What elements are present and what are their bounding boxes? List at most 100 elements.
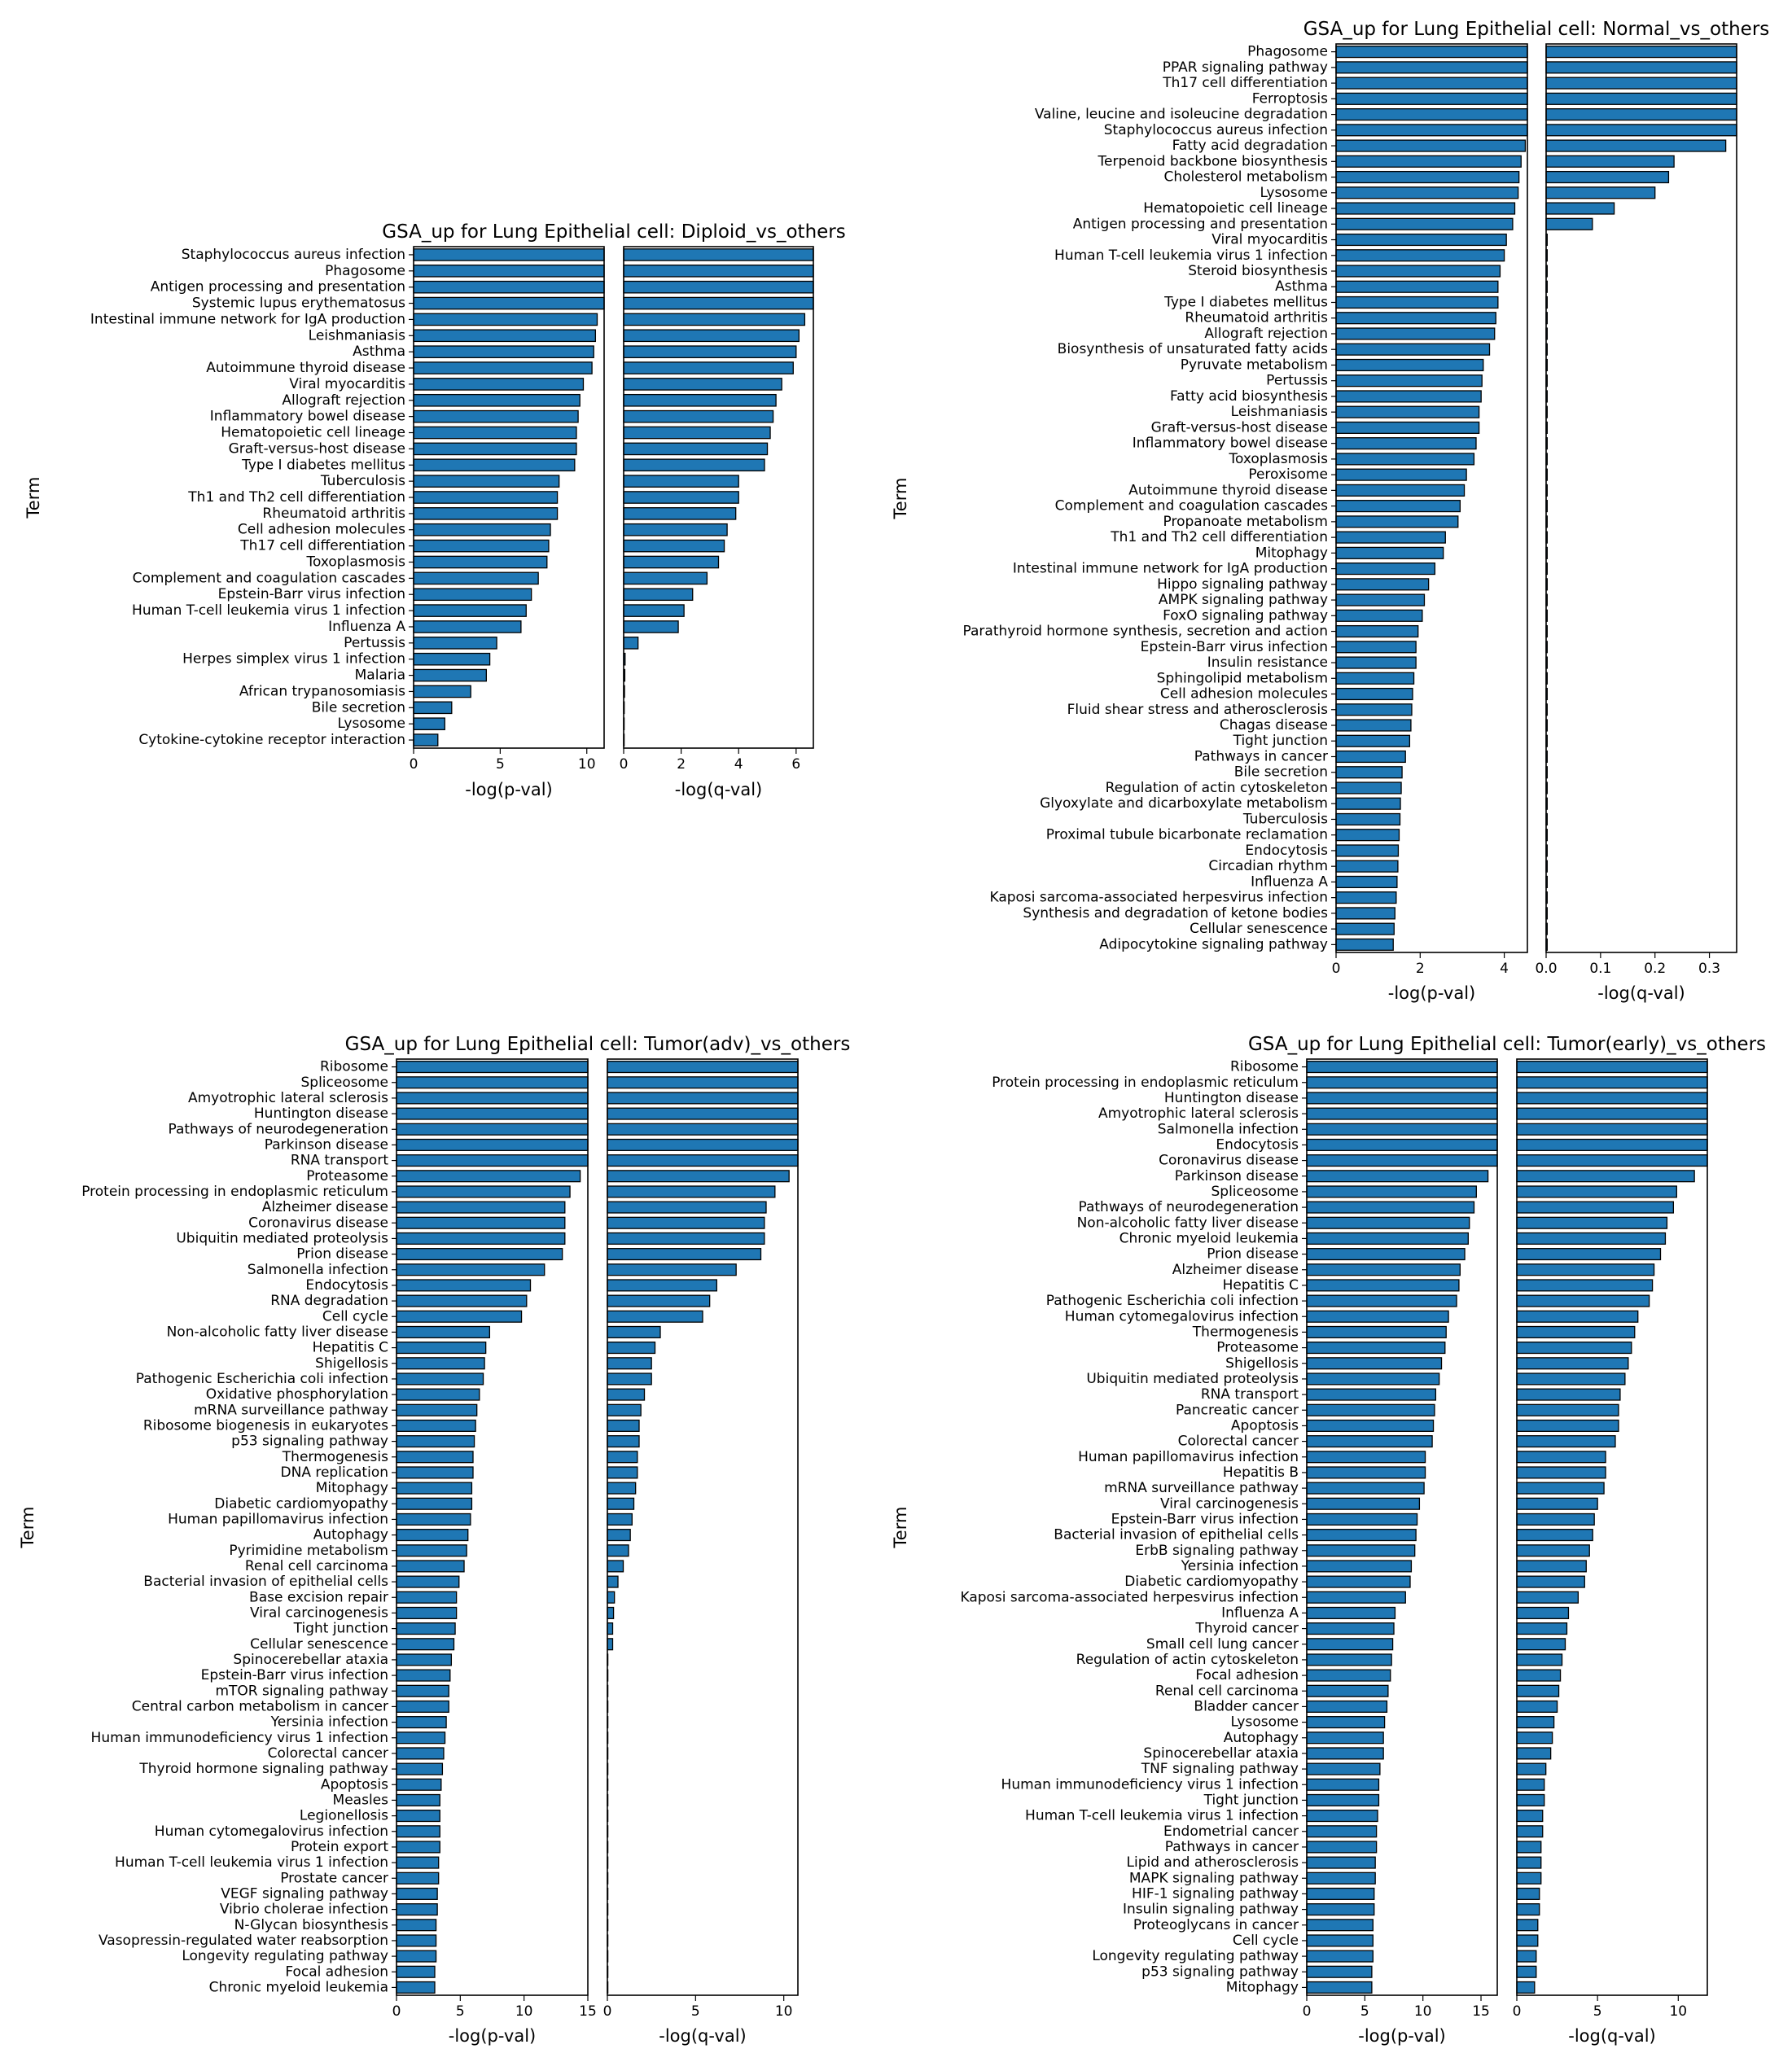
- bar: [1306, 1919, 1374, 1932]
- bar: [396, 1279, 532, 1292]
- bar: [1545, 61, 1737, 74]
- chart-3: GSA_up for Lung Epithelial cell: Tumor(a…: [18, 1034, 850, 2046]
- chart-title: GSA_up for Lung Epithelial cell: Tumor(a…: [345, 1034, 851, 1055]
- bar: [1545, 217, 1593, 230]
- bar: [413, 620, 522, 633]
- bar: [1306, 1810, 1378, 1823]
- bar: [396, 1622, 456, 1635]
- bar: [396, 1762, 444, 1775]
- term-label: Biosynthesis of unsaturated fatty acids: [1058, 341, 1328, 357]
- term-label: Terpenoid backbone biosynthesis: [1098, 153, 1329, 169]
- bar: [1335, 641, 1417, 654]
- bar: [623, 345, 797, 358]
- term-label: Type I diabetes mellitus: [241, 457, 405, 473]
- bar: [1516, 1154, 1708, 1167]
- bar: [413, 475, 560, 488]
- term-label: Non-alcoholic fatty liver disease: [1077, 1215, 1299, 1231]
- term-label: Spliceosome: [1211, 1184, 1299, 1200]
- bar: [1335, 515, 1459, 528]
- bar: [1516, 1263, 1655, 1276]
- bar: [623, 442, 769, 456]
- panel-qval: 0 5 10 -log(q-val): [603, 1058, 799, 2046]
- bar: [396, 1263, 545, 1276]
- bar: [1306, 1560, 1413, 1573]
- bar: [623, 555, 720, 569]
- term-label: Malaria: [355, 668, 405, 684]
- axes-frame: [623, 246, 814, 749]
- term-label: Insulin signaling pathway: [1123, 1902, 1299, 1918]
- term-label: Base excision repair: [249, 1589, 388, 1605]
- bar: [396, 1903, 438, 1916]
- term-label: Non-alcoholic fatty liver disease: [167, 1324, 388, 1340]
- bar: [1306, 1263, 1461, 1276]
- term-label: Alzheimer disease: [262, 1199, 388, 1215]
- bar: [623, 604, 685, 617]
- term-label: Leishmaniasis: [1231, 404, 1328, 420]
- term-label: Ribosome: [1230, 1059, 1299, 1075]
- term-label: Endocytosis: [305, 1277, 388, 1294]
- bar: [1516, 1092, 1708, 1105]
- term-label: Kaposi sarcoma-associated herpesvirus in…: [989, 890, 1328, 906]
- bar: [1335, 797, 1401, 810]
- bar: [1335, 781, 1402, 795]
- term-label: Regulation of actin cytoskeleton: [1076, 1652, 1299, 1668]
- term-label: Cellular senescence: [250, 1636, 388, 1653]
- chart-1: GSA_up for Lung Epithelial cell: Diploid…: [24, 221, 846, 799]
- x-axis-label: -log(q-val): [675, 780, 762, 799]
- bar: [1306, 1201, 1475, 1214]
- bar: [1545, 108, 1737, 121]
- term-label: Yersinia infection: [270, 1714, 388, 1731]
- bar: [396, 1793, 440, 1806]
- bar: [1335, 358, 1484, 372]
- term-label: Chronic myeloid leukemia: [209, 1979, 388, 1995]
- bar: [413, 393, 581, 407]
- bar: [1335, 812, 1401, 826]
- bar: [413, 280, 605, 294]
- bar: [1516, 1653, 1563, 1666]
- x-tick-label: 0: [620, 756, 629, 773]
- bar: [1335, 484, 1466, 497]
- bar: [607, 1201, 767, 1214]
- term-label: Coronavirus disease: [248, 1215, 388, 1231]
- bar: [396, 1638, 455, 1651]
- term-label: Shigellosis: [1225, 1355, 1299, 1372]
- term-label: Pathways of neurodegeneration: [1078, 1199, 1299, 1215]
- bar: [1335, 265, 1501, 278]
- bar: [396, 1138, 589, 1151]
- bar: [607, 1294, 711, 1307]
- bar: [396, 1575, 460, 1588]
- term-label: Hepatitis B: [1223, 1464, 1299, 1481]
- bar: [1335, 578, 1430, 591]
- term-label: mRNA surveillance pathway: [194, 1402, 388, 1418]
- term-label: Apoptosis: [1231, 1417, 1299, 1434]
- bar: [413, 733, 439, 746]
- bar: [1516, 1201, 1675, 1214]
- term-label: Pancreatic cancer: [1176, 1402, 1299, 1418]
- x-axis-label: -log(p-val): [465, 780, 552, 799]
- bar: [623, 571, 708, 585]
- term-label: RNA transport: [1201, 1386, 1299, 1403]
- bar: [396, 1919, 437, 1932]
- x-tick-label: 2: [1416, 961, 1425, 977]
- bar: [1545, 92, 1737, 105]
- term-label: Bacterial invasion of epithelial cells: [143, 1574, 388, 1590]
- term-label: Endometrial cancer: [1163, 1823, 1299, 1840]
- term-label: Prostate cancer: [280, 1870, 388, 1886]
- bar: [1306, 1529, 1417, 1542]
- term-label: Prion disease: [1207, 1246, 1299, 1263]
- axes-frame: [607, 1058, 799, 1996]
- bar: [396, 1934, 437, 1947]
- bar: [1306, 1076, 1498, 1089]
- bar: [396, 1419, 476, 1432]
- bar: [1306, 1466, 1426, 1479]
- x-tick-label: 4: [734, 756, 743, 773]
- bar: [413, 442, 577, 456]
- term-label: Allograft rejection: [1204, 326, 1328, 342]
- bar: [1306, 1981, 1373, 1994]
- term-label: Ubiquitin mediated proteolysis: [176, 1230, 388, 1246]
- bar: [1545, 186, 1656, 199]
- term-label: Toxoplasmosis: [1229, 451, 1329, 467]
- term-label: Cholesterol metabolism: [1163, 169, 1328, 186]
- term-label: Yersinia infection: [1181, 1558, 1299, 1574]
- term-label: Pertussis: [1266, 373, 1328, 389]
